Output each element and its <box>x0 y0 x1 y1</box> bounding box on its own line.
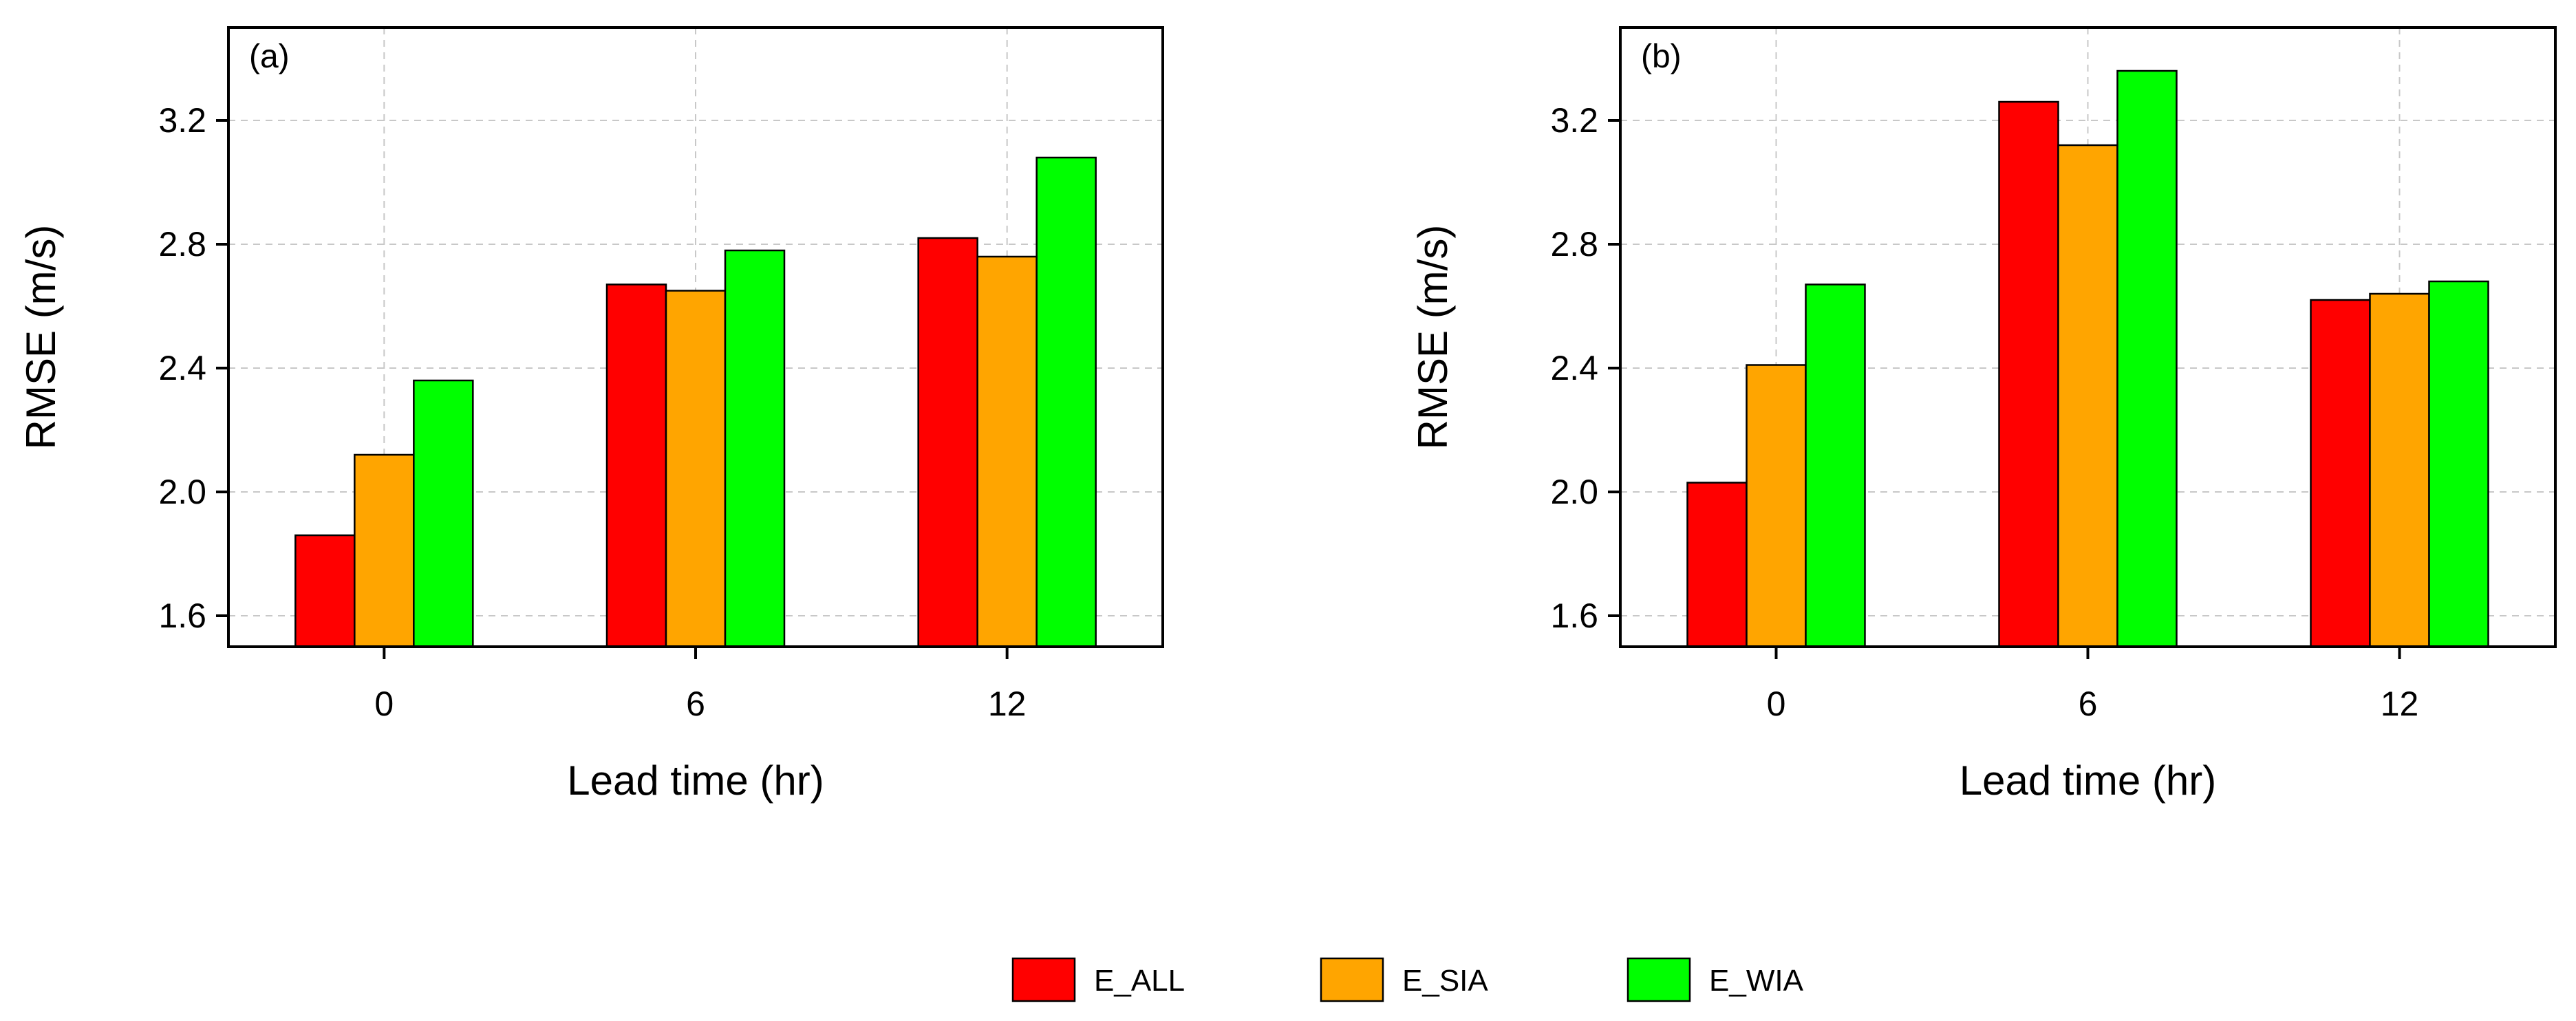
legend-swatch <box>1627 957 1691 1002</box>
legend-item-e-all: E_ALL <box>1011 957 1185 1002</box>
bar-e-all-6 <box>1998 100 2059 648</box>
x-tick-label: 6 <box>686 685 705 723</box>
bar-e-sia-0 <box>354 453 415 648</box>
x-tick-label: 12 <box>988 685 1027 723</box>
x-tick-label: 0 <box>1767 685 1786 723</box>
bar-e-sia-0 <box>1746 364 1807 648</box>
legend-label: E_ALL <box>1094 964 1185 998</box>
bar-e-sia-6 <box>2057 144 2118 648</box>
legend-item-e-wia: E_WIA <box>1627 957 1804 1002</box>
y-axis-title: RMSE (m/s) <box>1410 225 1456 450</box>
bar-e-all-12 <box>2310 299 2371 648</box>
panel-b: 1.6 2.0 2.4 2.8 3.2 0 6 12 Lead time (hr) RMSE (m… <box>1410 26 2557 804</box>
legend: E_ALL E_SIA E_WIA <box>1011 957 1804 1002</box>
y-tick-label: 2.0 <box>158 473 206 511</box>
legend-label: E_WIA <box>1709 964 1804 998</box>
y-tick-label: 2.4 <box>1550 349 1598 387</box>
legend-swatch <box>1320 957 1384 1002</box>
bar-e-sia-12 <box>976 255 1038 648</box>
legend-swatch <box>1011 957 1076 1002</box>
bar-e-all-6 <box>605 283 667 648</box>
y-tick-label: 3.2 <box>158 101 206 140</box>
bar-e-sia-6 <box>665 290 727 648</box>
y-tick-label: 3.2 <box>1550 101 1598 140</box>
bar-e-wia-0 <box>413 379 474 648</box>
y-tick-label: 1.6 <box>1550 597 1598 635</box>
x-tick-label: 12 <box>2381 685 2419 723</box>
bar-e-all-0 <box>1686 482 1748 648</box>
legend-item-e-sia: E_SIA <box>1320 957 1488 1002</box>
x-tick-label: 0 <box>374 685 394 723</box>
bar-e-all-12 <box>917 237 978 648</box>
bar-e-wia-12 <box>2428 280 2489 648</box>
y-tick-label: 2.8 <box>158 225 206 264</box>
y-tick-label: 2.8 <box>1550 225 1598 264</box>
bar-e-wia-12 <box>1035 156 1097 648</box>
y-tick-label: 2.4 <box>158 349 206 387</box>
panel-label: (a) <box>249 39 290 75</box>
legend-label: E_SIA <box>1402 964 1488 998</box>
x-tick-label: 6 <box>2079 685 2098 723</box>
bar-e-wia-6 <box>2116 69 2178 648</box>
bar-e-wia-6 <box>724 249 786 648</box>
chart-panels: 1.6 2.0 2.4 2.8 3.2 0 6 12 Lead time (hr) RMSE (m… <box>18 26 2557 804</box>
bar-e-sia-12 <box>2369 292 2430 648</box>
y-tick-label: 1.6 <box>158 597 206 635</box>
bar-e-wia-0 <box>1805 283 1866 648</box>
x-axis-title: Lead time (hr) <box>1960 757 2216 804</box>
bar-e-all-0 <box>294 534 356 648</box>
y-tick-label: 2.0 <box>1550 473 1598 511</box>
x-axis-title: Lead time (hr) <box>567 757 824 804</box>
panel-label: (b) <box>1641 39 1682 75</box>
y-axis-title: RMSE (m/s) <box>18 225 64 450</box>
panel-a: 1.6 2.0 2.4 2.8 3.2 0 6 12 Lead time (hr) RMSE (m… <box>18 26 1164 804</box>
